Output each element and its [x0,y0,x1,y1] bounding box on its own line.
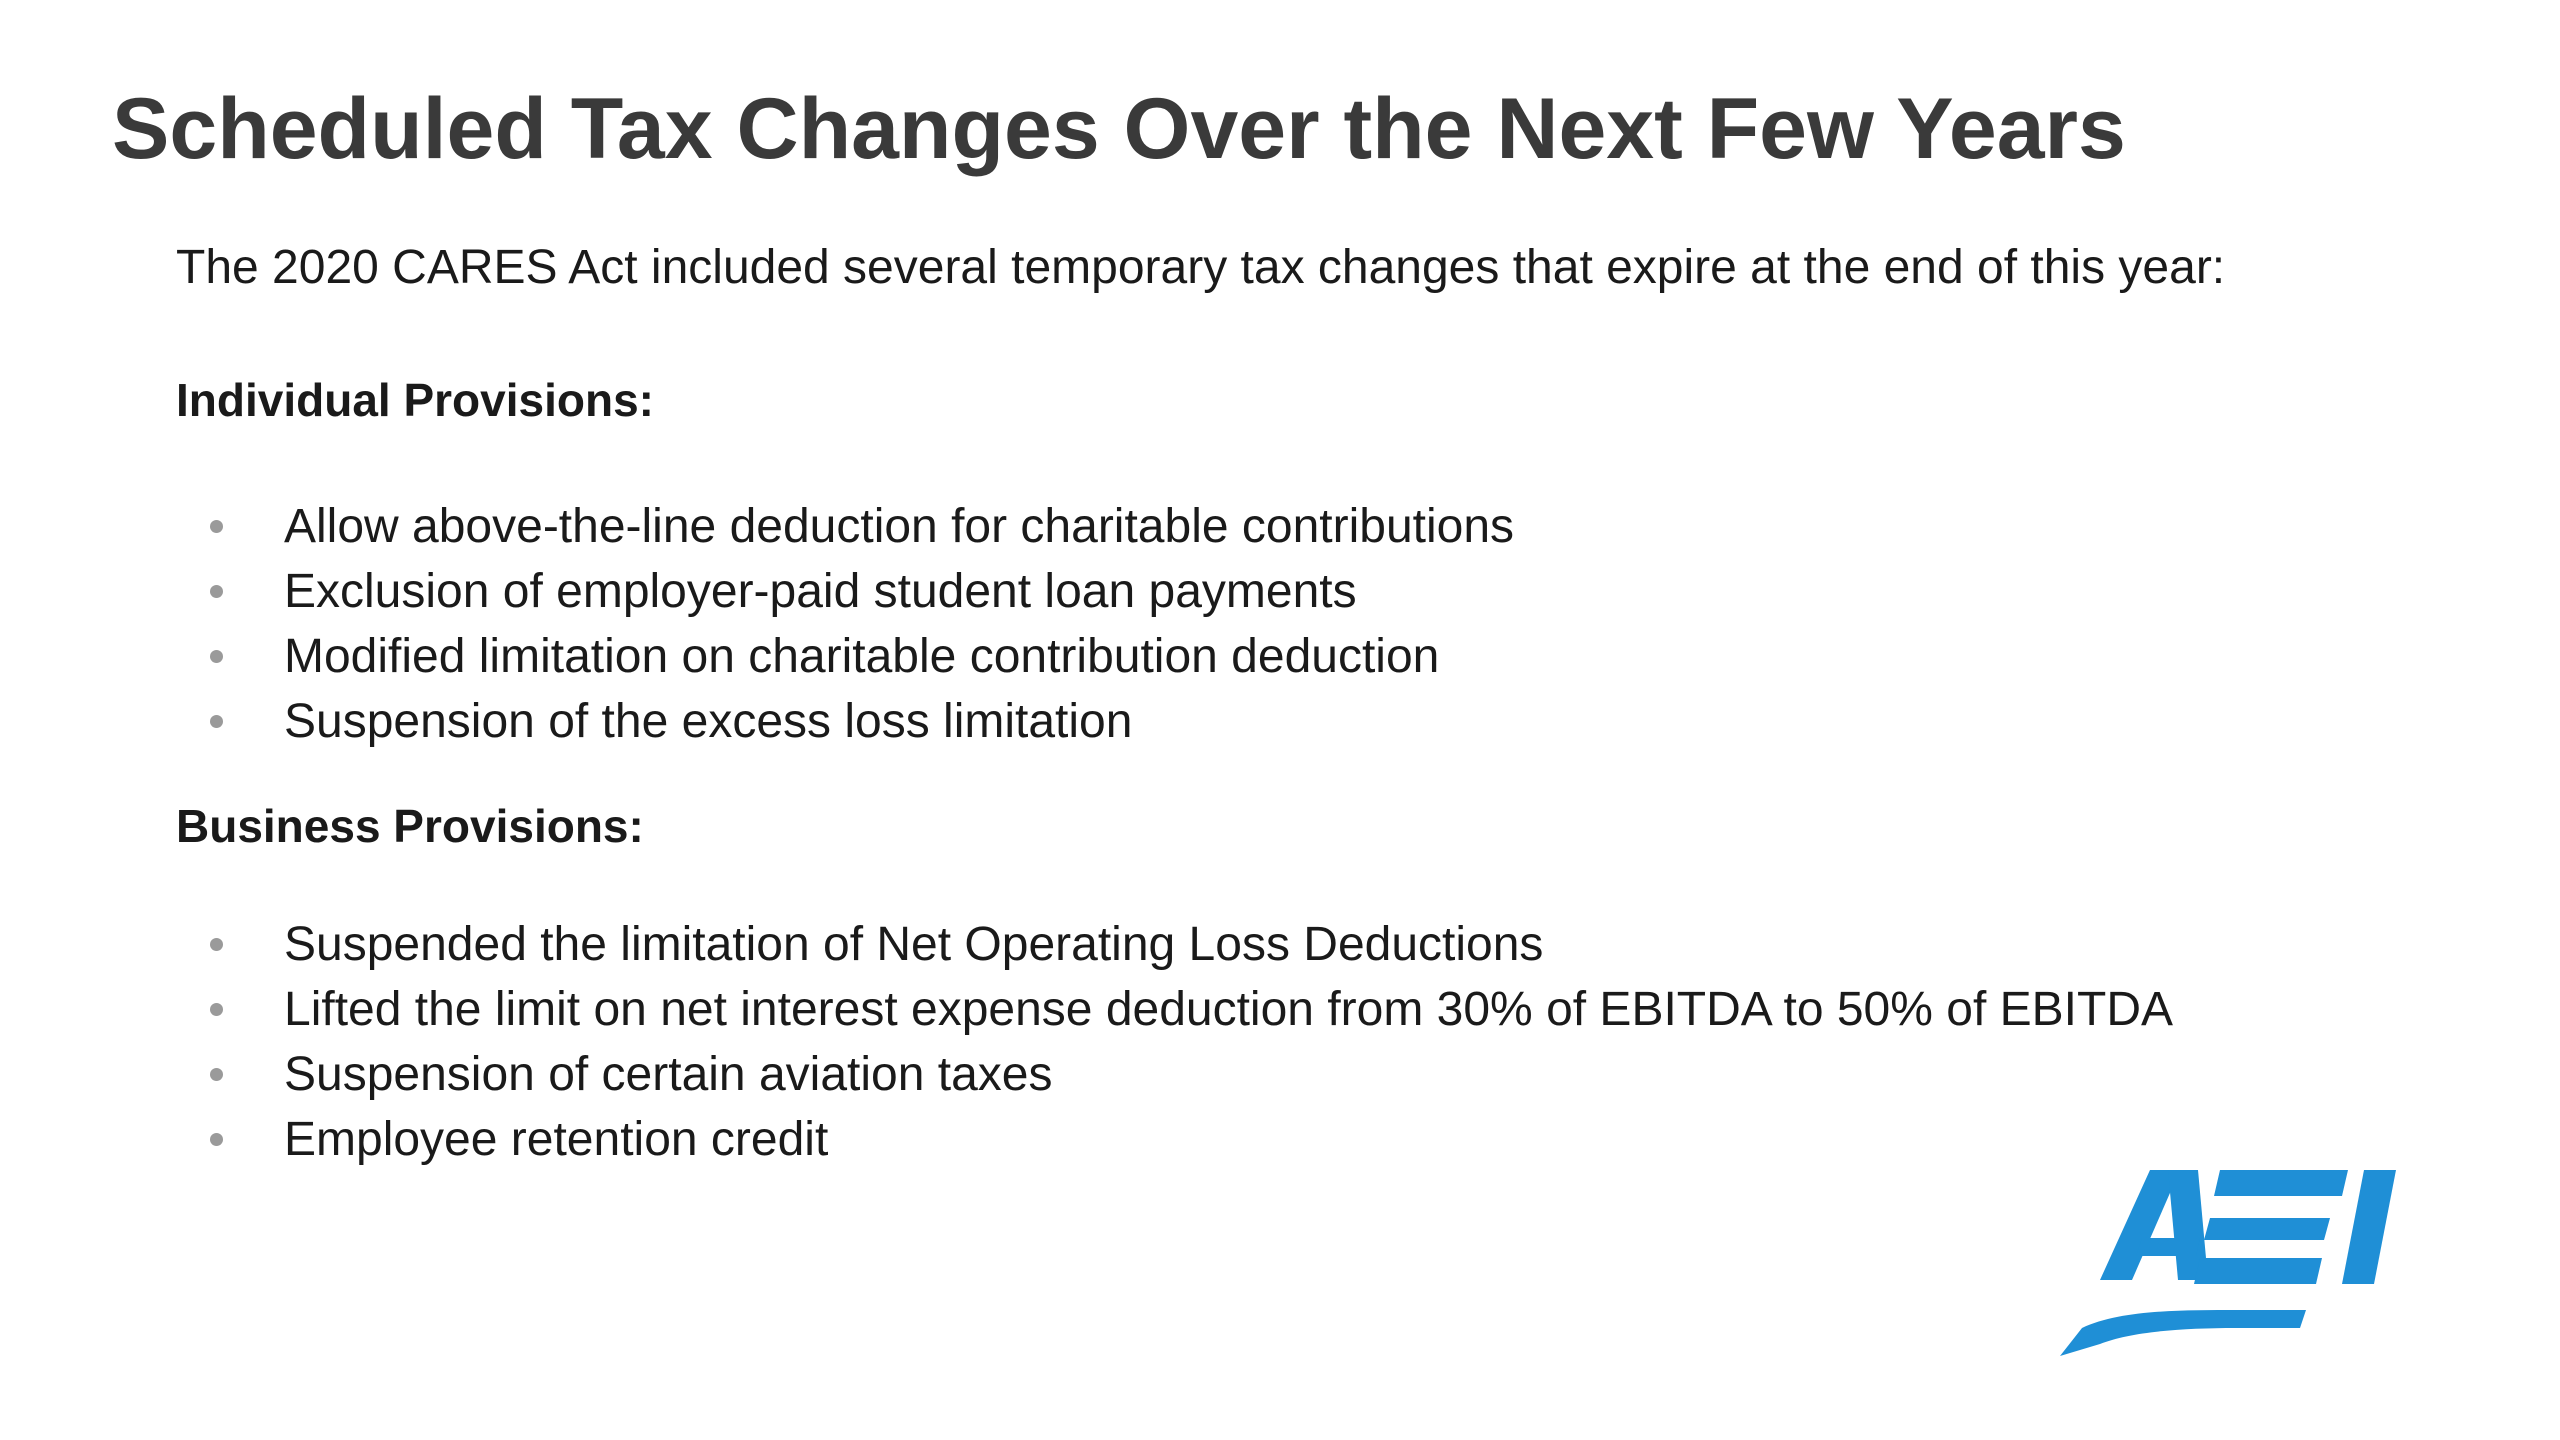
list-item-text: Lifted the limit on net interest expense… [284,983,2173,1036]
bullet-icon [210,715,223,728]
individual-provisions-heading: Individual Provisions: [176,374,654,426]
bullet-icon [210,650,223,663]
bullet-icon [210,585,223,598]
slide-title: Scheduled Tax Changes Over the Next Few … [112,81,2126,177]
list-item-text: Allow above-the-line deduction for chari… [284,500,1515,553]
aei-logo [2060,1160,2450,1360]
list-item-text: Suspended the limitation of Net Operatin… [284,918,1544,971]
bullet-icon [210,520,223,533]
aei-logo-icon [2060,1170,2396,1356]
business-provisions-heading: Business Provisions: [176,800,644,852]
bullet-icon [210,938,223,951]
bullet-icon [210,1068,223,1081]
list-item-text: Exclusion of employer-paid student loan … [284,565,1357,618]
list-item-text: Employee retention credit [284,1113,829,1166]
list-item-text: Suspension of the excess loss limitation [284,695,1133,748]
bullet-icon [210,1133,223,1146]
list-item-text: Suspension of certain aviation taxes [284,1048,1053,1101]
intro-text: The 2020 CARES Act included several temp… [176,241,2226,294]
list-item-text: Modified limitation on charitable contri… [284,630,1440,683]
bullet-icon [210,1003,223,1016]
